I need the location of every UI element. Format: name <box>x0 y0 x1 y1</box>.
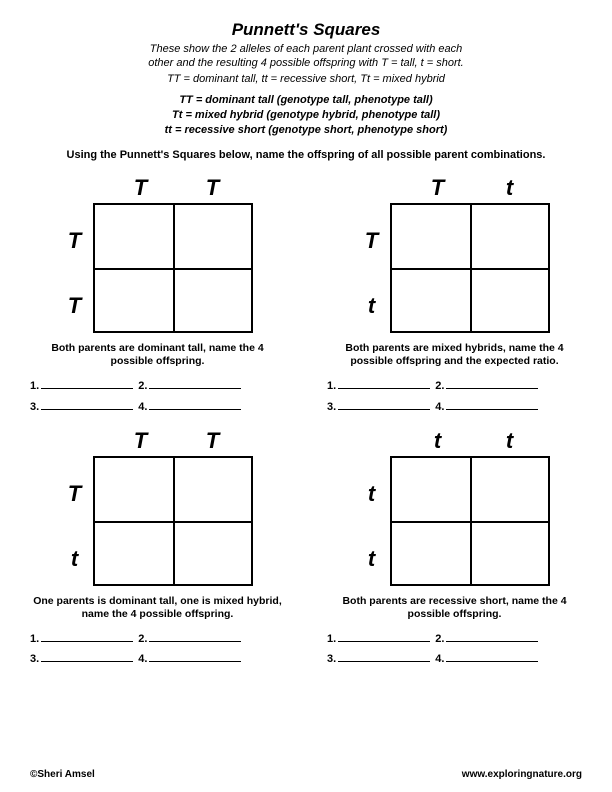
col-allele-2: t <box>495 175 525 201</box>
answer-num-1: 1. <box>327 633 336 645</box>
row-allele-1: T <box>359 228 385 254</box>
answer-num-4: 4. <box>435 401 444 413</box>
grid-box <box>93 456 253 586</box>
def-tt-recessive: tt = recessive short (genotype short, ph… <box>165 124 448 136</box>
row-allele-2: t <box>359 546 385 572</box>
definitions: TT = dominant tall (genotype tall, pheno… <box>30 93 582 139</box>
answers-4: 1. 2. 3. 4. <box>327 629 582 671</box>
col-allele-2: T <box>198 428 228 454</box>
subtitle-line2: other and the resulting 4 possible offsp… <box>148 57 464 69</box>
answer-blank[interactable] <box>41 409 133 410</box>
punnett-row-1: T T T T Both parents are dominant tall, … <box>30 173 582 418</box>
caption-4: Both parents are recessive short, name t… <box>327 595 582 623</box>
col-allele-2: t <box>495 428 525 454</box>
answers-2: 1. 2. 3. 4. <box>327 376 582 418</box>
copyright-text: ©Sheri Amsel <box>30 769 95 780</box>
col-allele-1: t <box>423 428 453 454</box>
answer-num-2: 2. <box>138 380 147 392</box>
def-tt-hybrid: Tt = mixed hybrid (genotype hybrid, phen… <box>172 109 440 121</box>
answer-num-3: 3. <box>30 653 39 665</box>
answer-blank[interactable] <box>338 641 430 642</box>
col-allele-2: T <box>198 175 228 201</box>
col-allele-1: T <box>126 175 156 201</box>
grid-box <box>390 203 550 333</box>
answer-num-3: 3. <box>327 653 336 665</box>
row-allele-2: T <box>62 293 88 319</box>
website-text: www.exploringnature.org <box>462 769 582 780</box>
subtitle: These show the 2 alleles of each parent … <box>30 42 582 71</box>
answer-blank[interactable] <box>149 641 241 642</box>
answer-num-1: 1. <box>327 380 336 392</box>
notation-line: TT = dominant tall, tt = recessive short… <box>30 73 582 85</box>
caption-2: Both parents are mixed hybrids, name the… <box>327 342 582 370</box>
punnett-block-3: T T T t One parents is dominant tall, on… <box>30 426 285 671</box>
answer-num-4: 4. <box>138 653 147 665</box>
caption-3: One parents is dominant tall, one is mix… <box>30 595 285 623</box>
answer-num-1: 1. <box>30 380 39 392</box>
punnett-block-1: T T T T Both parents are dominant tall, … <box>30 173 285 418</box>
row-allele-1: T <box>62 228 88 254</box>
punnett-square-2: T t T t <box>355 173 555 338</box>
answers-3: 1. 2. 3. 4. <box>30 629 285 671</box>
answer-blank[interactable] <box>446 388 538 389</box>
row-allele-2: t <box>359 293 385 319</box>
def-tt-dominant: TT = dominant tall (genotype tall, pheno… <box>179 94 432 106</box>
page-footer: ©Sheri Amsel www.exploringnature.org <box>30 769 582 780</box>
grid-box <box>390 456 550 586</box>
subtitle-line1: These show the 2 alleles of each parent … <box>150 43 462 55</box>
answer-blank[interactable] <box>41 641 133 642</box>
page-title: Punnett's Squares <box>30 20 582 40</box>
row-allele-2: t <box>62 546 88 572</box>
answer-blank[interactable] <box>338 409 430 410</box>
answer-num-2: 2. <box>435 633 444 645</box>
col-allele-1: T <box>423 175 453 201</box>
answer-blank[interactable] <box>446 661 538 662</box>
instruction-text: Using the Punnett's Squares below, name … <box>30 149 582 161</box>
answer-num-4: 4. <box>435 653 444 665</box>
punnett-square-3: T T T t <box>58 426 258 591</box>
caption-1: Both parents are dominant tall, name the… <box>30 342 285 370</box>
punnett-block-4: t t t t Both parents are recessive short… <box>327 426 582 671</box>
answer-blank[interactable] <box>41 661 133 662</box>
answer-blank[interactable] <box>446 641 538 642</box>
answer-blank[interactable] <box>338 661 430 662</box>
answer-blank[interactable] <box>446 409 538 410</box>
answer-num-3: 3. <box>30 401 39 413</box>
answer-num-3: 3. <box>327 401 336 413</box>
answer-blank[interactable] <box>149 388 241 389</box>
answer-blank[interactable] <box>338 388 430 389</box>
answer-num-1: 1. <box>30 633 39 645</box>
answers-1: 1. 2. 3. 4. <box>30 376 285 418</box>
punnett-square-1: T T T T <box>58 173 258 338</box>
answer-blank[interactable] <box>41 388 133 389</box>
punnett-row-2: T T T t One parents is dominant tall, on… <box>30 426 582 671</box>
answer-num-2: 2. <box>138 633 147 645</box>
answer-blank[interactable] <box>149 661 241 662</box>
col-allele-1: T <box>126 428 156 454</box>
punnett-square-4: t t t t <box>355 426 555 591</box>
row-allele-1: t <box>359 481 385 507</box>
row-allele-1: T <box>62 481 88 507</box>
answer-num-4: 4. <box>138 401 147 413</box>
grid-box <box>93 203 253 333</box>
punnett-block-2: T t T t Both parents are mixed hybrids, … <box>327 173 582 418</box>
answer-num-2: 2. <box>435 380 444 392</box>
answer-blank[interactable] <box>149 409 241 410</box>
